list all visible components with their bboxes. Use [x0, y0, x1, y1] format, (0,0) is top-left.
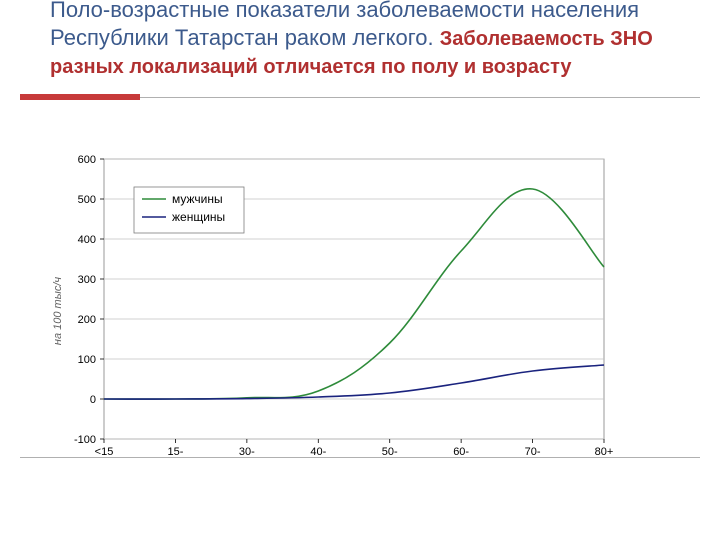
- slide-title: Поло-возрастные показатели заболеваемост…: [50, 0, 670, 80]
- svg-text:100: 100: [78, 354, 96, 366]
- svg-text:300: 300: [78, 274, 96, 286]
- divider-accent: [20, 94, 140, 100]
- svg-text:60-: 60-: [453, 446, 469, 458]
- svg-text:0: 0: [90, 394, 96, 406]
- svg-text:600: 600: [78, 154, 96, 166]
- svg-text:мужчины: мужчины: [172, 192, 223, 206]
- svg-text:200: 200: [78, 314, 96, 326]
- svg-text:80+: 80+: [595, 446, 614, 458]
- chart-container: на 100 тыс/ч -1000100200300400500600<151…: [60, 151, 620, 471]
- svg-text:500: 500: [78, 194, 96, 206]
- chart-svg: -100 0 100 200 300 400 500 600 <15 15- 30- 40- 50- 60…: [60, 151, 620, 471]
- y-axis-label: на 100 тыс/ч: [52, 277, 64, 345]
- svg-text:50-: 50-: [382, 446, 398, 458]
- svg-text:15-: 15-: [167, 446, 183, 458]
- svg-text:-100: -100: [74, 434, 96, 446]
- svg-text:<15: <15: [95, 446, 114, 458]
- svg-text:400: 400: [78, 234, 96, 246]
- svg-text:женщины: женщины: [172, 210, 225, 224]
- svg-text:30-: 30-: [239, 446, 255, 458]
- svg-text:40-: 40-: [310, 446, 326, 458]
- svg-text:70-: 70-: [525, 446, 541, 458]
- divider: [50, 94, 670, 98]
- slide: Поло-возрастные показатели заболеваемост…: [0, 0, 720, 536]
